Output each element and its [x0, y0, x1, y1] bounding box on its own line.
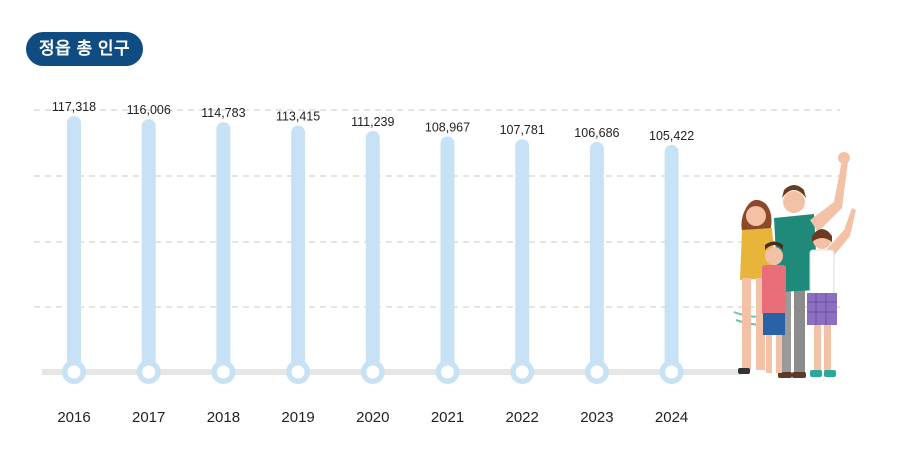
x-tick-label: 2021 [431, 409, 464, 426]
x-tick-label: 2016 [57, 409, 90, 426]
x-tick-label: 2020 [356, 409, 389, 426]
bar [216, 122, 231, 372]
data-label: 107,781 [500, 123, 545, 137]
bar [365, 130, 380, 372]
bar-base-hole [366, 365, 380, 379]
bar [589, 141, 604, 372]
bar-base-hole [216, 365, 230, 379]
bar [67, 116, 81, 372]
chart-title: 정읍 총 인구 [26, 32, 144, 66]
bar-base-hole [515, 365, 529, 379]
x-tick-label: 2022 [506, 409, 539, 426]
bar-base-hole [441, 365, 454, 379]
x-tick-label: 2019 [281, 409, 314, 426]
bar [291, 125, 306, 372]
bar [664, 145, 679, 372]
x-tick-label: 2024 [655, 409, 688, 426]
bar [440, 136, 455, 372]
data-label: 105,422 [649, 129, 694, 143]
x-tick-label: 2017 [132, 409, 165, 426]
bar-base-hole [67, 365, 81, 379]
bar-base-hole [665, 365, 679, 379]
family-illustration-icon [733, 152, 856, 378]
data-label: 116,006 [127, 103, 171, 117]
bar-base-hole [291, 365, 305, 379]
data-label: 114,783 [201, 106, 245, 120]
bar [515, 139, 530, 372]
bar [141, 119, 156, 372]
data-label: 106,686 [574, 126, 619, 140]
data-label: 113,415 [276, 110, 320, 124]
bar-base-hole [590, 365, 604, 379]
data-label: 108,967 [425, 120, 470, 134]
data-label: 111,239 [351, 115, 394, 129]
x-tick-label: 2023 [580, 409, 613, 426]
data-label: 117,318 [52, 100, 96, 114]
bar-base-hole [142, 365, 156, 379]
chart-baseline [42, 369, 742, 375]
x-tick-label: 2018 [207, 409, 240, 426]
